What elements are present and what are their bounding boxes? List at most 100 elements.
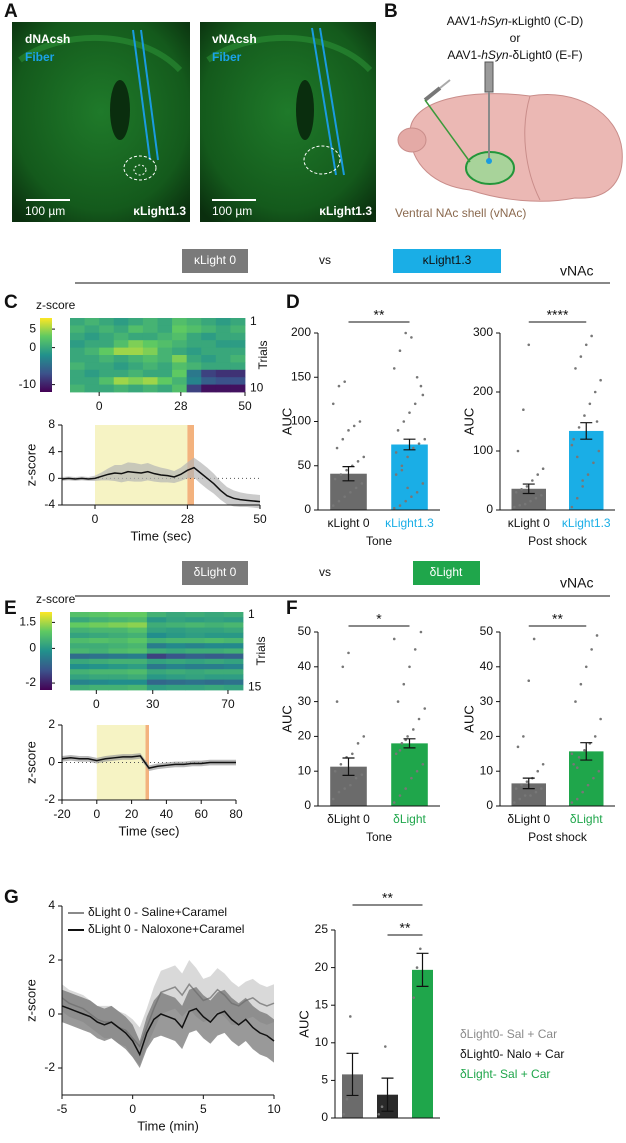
data-point: [574, 700, 577, 703]
fiber-label: Fiber: [212, 50, 242, 64]
heatmap-cell: [166, 648, 186, 654]
x-tick-label: κLight1.3: [562, 516, 611, 530]
data-point: [398, 504, 402, 507]
data-point: [527, 343, 531, 347]
heatmap-cell: [186, 377, 202, 385]
heatmap-cell: [108, 664, 129, 670]
sensor-label: κLight1.3: [319, 204, 372, 218]
heatmap-cell: [215, 325, 231, 334]
y-tick-label: 100: [291, 414, 311, 428]
error-bar: [416, 952, 429, 987]
data-point: [523, 794, 527, 797]
heatmap-cell: [146, 612, 167, 618]
comparison-header: δLight 0 vs δLight vNAc: [75, 561, 610, 597]
data-point: [590, 648, 593, 651]
colorbar-tick-label: -10: [19, 377, 37, 391]
data-point: [343, 380, 346, 383]
data-point: [351, 752, 354, 756]
surgery-diagram: AAV1-hSyn-κLight0 (C-D) or AAV1-hSyn-δLi…: [395, 14, 623, 220]
heatmap-cell: [84, 355, 100, 363]
y-tick-label: 10: [250, 380, 264, 394]
data-point: [595, 420, 599, 423]
x-tick-label: -5: [57, 1102, 68, 1116]
data-point: [410, 495, 413, 499]
heatmap-cell: [204, 622, 225, 628]
heatmap-cell: [146, 669, 167, 675]
heatmap-cell: [230, 318, 246, 326]
heatmap-cell: [223, 627, 244, 634]
heatmap-cell: [70, 340, 85, 348]
data-point: [392, 506, 396, 510]
x-tick-label: 50: [253, 512, 267, 526]
data-point: [421, 482, 425, 485]
heatmap-cell: [223, 669, 244, 675]
heatmap-cell: [108, 679, 129, 686]
heatmap-cell: [84, 362, 100, 371]
legend-label: δLight 0 - Naloxone+Caramel: [88, 922, 244, 936]
data-point: [513, 801, 516, 804]
heatmap-cell: [185, 669, 205, 675]
heatmap-cell: [146, 679, 167, 686]
data-point: [360, 482, 364, 485]
heatmap-cell: [201, 347, 217, 356]
data-point: [349, 491, 352, 494]
heatmap-cell: [172, 362, 188, 371]
data-point: [412, 728, 415, 731]
data-point: [349, 783, 352, 787]
target-label: Ventral NAc shell (vNAc): [395, 206, 526, 220]
heatmap-cell: [127, 622, 148, 628]
heatmap-cell: [89, 617, 109, 623]
data-point: [599, 378, 602, 382]
data-point: [595, 634, 599, 637]
comparison-header: κLight 0 vs κLight1.3 vNAc: [75, 249, 610, 284]
y-tick-label: 20: [298, 729, 312, 743]
heatmap-cell: [166, 658, 186, 665]
error-bar: [381, 1077, 394, 1112]
sensor-label: κLight1.3: [133, 204, 186, 218]
heatmap-cell: [70, 674, 90, 680]
heatmap-cell: [201, 325, 217, 334]
x-tick-label: 40: [160, 807, 174, 821]
heatmap-cell: [89, 643, 109, 649]
data-point: [400, 464, 404, 468]
heatmap-cell: [108, 638, 129, 644]
data-point: [398, 749, 402, 752]
heatmap-cell: [70, 347, 85, 356]
vs-label: vs: [319, 253, 331, 267]
error-bar: [346, 1052, 359, 1097]
data-point: [536, 473, 540, 476]
scale-bar-label: 100 µm: [25, 204, 65, 218]
data-point: [579, 355, 583, 358]
data-point: [337, 384, 341, 388]
heatmap-cell: [185, 612, 205, 618]
heatmap-cell: [70, 622, 90, 628]
data-point: [423, 437, 427, 441]
heatmap-cell: [113, 369, 129, 378]
sensor-label: κLight1.3: [423, 253, 472, 267]
heatmap-cell: [230, 332, 246, 341]
heatmap-cell: [70, 653, 90, 660]
heatmap-cell: [157, 369, 173, 378]
y-tick-label: 1: [248, 607, 255, 621]
heatmap-cell: [215, 347, 231, 356]
data-point: [586, 783, 590, 787]
heatmap-cell: [142, 325, 158, 334]
heatmap-cell: [172, 318, 188, 326]
x-tick-label: 0: [93, 807, 100, 821]
heatmap-cell: [204, 627, 225, 634]
y-tick-label: 0: [48, 755, 55, 769]
heatmap-cell: [157, 347, 173, 356]
data-point: [342, 1112, 346, 1116]
heatmap-cell: [142, 355, 158, 363]
heatmap-cell: [157, 332, 173, 341]
heatmap-cell: [146, 632, 167, 639]
heatmap-cell: [70, 638, 90, 644]
y-axis-label: AUC: [461, 705, 476, 732]
heatmap-cell: [223, 632, 244, 639]
heatmap-cell: [70, 679, 90, 686]
data-point: [377, 1112, 381, 1116]
y-tick-label: 50: [298, 458, 312, 472]
heatmap-cell: [128, 347, 144, 356]
heatmap-cell: [185, 638, 205, 644]
y-tick-label: 0: [48, 1006, 55, 1020]
